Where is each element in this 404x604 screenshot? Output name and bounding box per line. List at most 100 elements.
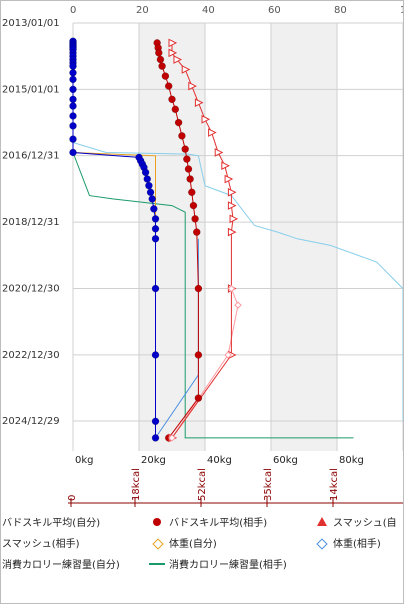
point-smash-opp bbox=[227, 284, 236, 293]
point-badskill-opp bbox=[164, 82, 173, 90]
point-smash-self bbox=[229, 214, 239, 224]
point-badskill-opp bbox=[186, 175, 194, 183]
calorie-tick-label: 35kcal bbox=[263, 468, 274, 501]
point-badskill-self bbox=[69, 85, 77, 94]
legend-item: スマッシュ(自 bbox=[312, 514, 397, 529]
point-badskill-opp bbox=[161, 72, 170, 80]
point-smash-self bbox=[221, 161, 230, 171]
legend-marker bbox=[148, 517, 166, 527]
point-badskill-self bbox=[151, 225, 160, 233]
series-line-cal-opp bbox=[72, 152, 354, 439]
bottom-tick-label: 0kg bbox=[75, 455, 94, 466]
legend-item: バドスキル平均(相手) bbox=[148, 514, 267, 529]
y-tick-label: 2024/12/29 bbox=[2, 416, 60, 427]
point-smash-self bbox=[194, 98, 204, 107]
point-badskill-self bbox=[141, 168, 150, 177]
point-badskill-opp bbox=[168, 95, 176, 104]
y-tick-label: 2020/12/30 bbox=[2, 283, 60, 294]
point-badskill-self bbox=[143, 175, 151, 183]
y-tick-label: 2015/01/01 bbox=[2, 84, 60, 95]
point-smash-self bbox=[168, 38, 178, 48]
point-badskill-self bbox=[69, 95, 77, 104]
legend-item: スマッシュ(相手) bbox=[2, 535, 80, 550]
y-tick-label: 2018/12/31 bbox=[2, 217, 60, 228]
point-badskill-self bbox=[151, 351, 160, 359]
y-tick-label: 2022/12/30 bbox=[2, 350, 60, 361]
band-20-40 bbox=[139, 23, 205, 451]
legend-label: 消費カロリー練習量(自分) bbox=[2, 560, 120, 571]
point-smash-self bbox=[168, 48, 178, 58]
point-badskill-self bbox=[69, 62, 77, 70]
calorie-tick-label: 14kcal bbox=[329, 468, 340, 501]
legend-marker bbox=[312, 537, 330, 550]
top-tick-label: 0 bbox=[70, 5, 76, 16]
legend-marker bbox=[148, 559, 166, 569]
bottom-tick-label: 60kg bbox=[273, 455, 298, 466]
legend-item: 体重(相手) bbox=[312, 535, 381, 550]
point-badskill-opp bbox=[158, 62, 166, 70]
point-smash-self bbox=[227, 187, 237, 197]
point-badskill-opp bbox=[189, 201, 198, 210]
legend-item: 消費カロリー練習量(相手) bbox=[148, 556, 287, 571]
legend-marker bbox=[148, 537, 166, 550]
point-badskill-opp bbox=[174, 118, 183, 127]
y-tick-label: 2013/01/01 bbox=[2, 18, 60, 29]
point-badskill-self bbox=[69, 75, 77, 84]
point-badskill-opp bbox=[155, 49, 163, 57]
point-badskill-opp bbox=[194, 351, 203, 359]
point-badskill-self bbox=[145, 181, 153, 190]
point-badskill-self bbox=[69, 102, 77, 110]
point-badskill-opp bbox=[194, 394, 203, 402]
point-badskill-self bbox=[69, 148, 77, 157]
point-badskill-opp bbox=[181, 145, 189, 153]
point-badskill-opp bbox=[188, 188, 196, 197]
calorie-tick-label: 52kcal bbox=[197, 468, 208, 501]
legend-label: スマッシュ(相手) bbox=[2, 539, 80, 550]
point-smash-self bbox=[173, 55, 183, 64]
bottom-tick-label: 20kg bbox=[141, 455, 166, 466]
y-tick-label: 2016/12/31 bbox=[2, 151, 60, 162]
top-tick-label: 60 bbox=[268, 5, 281, 16]
point-badskill-opp bbox=[194, 284, 203, 293]
legend-label: 体重(相手) bbox=[333, 539, 381, 550]
point-smash-self bbox=[201, 114, 211, 124]
point-badskill-opp bbox=[191, 215, 199, 223]
point-smash-self bbox=[224, 174, 234, 184]
point-smash-self bbox=[181, 65, 191, 74]
series-line-cal-self bbox=[72, 142, 404, 422]
point-badskill-self bbox=[69, 135, 77, 143]
point-smash-self bbox=[188, 81, 197, 91]
point-smash-opp bbox=[168, 434, 176, 442]
point-badskill-opp bbox=[171, 105, 180, 114]
calorie-tick-label: 0 bbox=[67, 495, 78, 501]
bottom-tick-label: 40kg bbox=[207, 455, 232, 466]
point-badskill-opp bbox=[184, 165, 193, 173]
point-badskill-opp bbox=[156, 55, 165, 64]
top-tick-label: 40 bbox=[202, 5, 215, 16]
bottom-tick-label: 80kg bbox=[339, 455, 364, 466]
point-badskill-self bbox=[151, 284, 160, 293]
chart-svg: 2013/01/01 2015/01/01 2016/12/31 2018/12/31… bbox=[2, 5, 404, 507]
calorie-tick-label: 18kcal bbox=[131, 468, 142, 501]
point-badskill-self bbox=[151, 215, 160, 223]
point-smash-self bbox=[227, 201, 237, 210]
point-badskill-self bbox=[69, 69, 77, 77]
point-smash-opp bbox=[224, 351, 232, 359]
point-badskill-self bbox=[151, 434, 160, 442]
legend-marker bbox=[312, 516, 330, 527]
legend-label: バドスキル平均(自分) bbox=[2, 518, 101, 529]
point-badskill-opp bbox=[193, 228, 201, 236]
top-tick-label: 20 bbox=[136, 5, 149, 16]
point-badskill-self bbox=[150, 205, 158, 213]
point-badskill-self bbox=[69, 122, 77, 130]
point-badskill-self bbox=[151, 417, 160, 426]
legend-label: バドスキル平均(相手) bbox=[169, 518, 268, 529]
legend-item: 消費カロリー練習量(自分) bbox=[2, 556, 120, 571]
top-tick-label: 80 bbox=[334, 5, 347, 16]
point-badskill-self bbox=[69, 112, 77, 120]
legend-label: スマッシュ(自 bbox=[333, 518, 397, 529]
legend-label: 体重(自分) bbox=[169, 539, 217, 550]
point-badskill-self bbox=[146, 188, 155, 197]
legend-item: バドスキル平均(自分) bbox=[2, 514, 100, 529]
band-60-80 bbox=[271, 23, 337, 451]
